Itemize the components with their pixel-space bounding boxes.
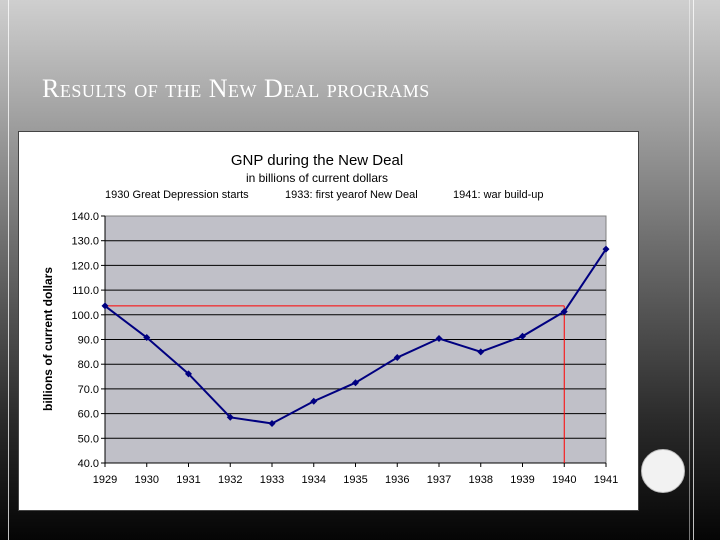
data-point [310,397,318,405]
data-point [352,379,359,387]
x-tick-label: 1939 [510,474,534,486]
chart-subtitle: in billions of current dollars [246,171,388,185]
x-tick-label: 1936 [385,474,409,486]
slide-edge-right [693,0,694,540]
data-point [477,348,485,356]
y-axis-label: billions of current dollars [41,267,55,411]
y-tick-label: 60.0 [78,409,99,421]
chart-annotation-war: 1941: war build-up [453,189,544,201]
x-tick-label: 1937 [427,474,451,486]
chart-title: GNP during the New Deal [231,152,403,169]
slide-edge-right-inner [689,0,690,540]
x-tick-label: 1938 [469,474,493,486]
data-point [226,413,234,421]
chart-frame: GNP during the New Deal in billions of c… [18,131,639,511]
data-point [143,334,151,342]
slide-title: Results of the New Deal programs [42,74,430,103]
y-tick-label: 90.0 [78,335,99,347]
y-tick-label: 50.0 [78,433,99,445]
y-tick-label: 130.0 [71,236,99,248]
x-tick-label: 1934 [302,474,326,486]
data-point [602,245,610,253]
x-tick-label: 1935 [343,474,367,486]
x-tick-label: 1929 [93,474,117,486]
data-point [185,370,192,378]
y-tick-label: 140.0 [71,211,99,223]
data-point [101,302,109,310]
data-point [560,308,568,316]
y-tick-label: 70.0 [78,384,99,396]
gnp-line-chart: GNP during the New Deal in billions of c… [41,152,618,486]
slide-edge-left [8,0,9,540]
y-tick-label: 110.0 [72,285,99,297]
data-point [435,335,443,343]
y-tick-label: 80.0 [78,359,99,371]
chart-annotation-new-deal: 1933: first yearof New Deal [285,189,418,201]
x-tick-label: 1930 [135,474,159,486]
y-tick-label: 120.0 [71,260,99,272]
chart-annotation-depression: 1930 Great Depression starts [105,189,249,201]
data-point [268,419,276,427]
x-tick-label: 1941 [594,474,618,486]
y-tick-label: 40.0 [78,458,99,470]
x-tick-label: 1933 [260,474,284,486]
y-tick-label: 100.0 [71,310,99,322]
data-point [393,354,401,362]
data-point [519,332,526,340]
plot-area: 40.0 50.0 60.0 70.0 80.0 90.0 100.0 110.0 120.0 1… [71,211,618,486]
x-tick-label: 1940 [552,474,576,486]
slide-nav-button[interactable] [641,449,685,493]
x-tick-label: 1931 [176,474,200,486]
x-tick-label: 1932 [218,474,242,486]
